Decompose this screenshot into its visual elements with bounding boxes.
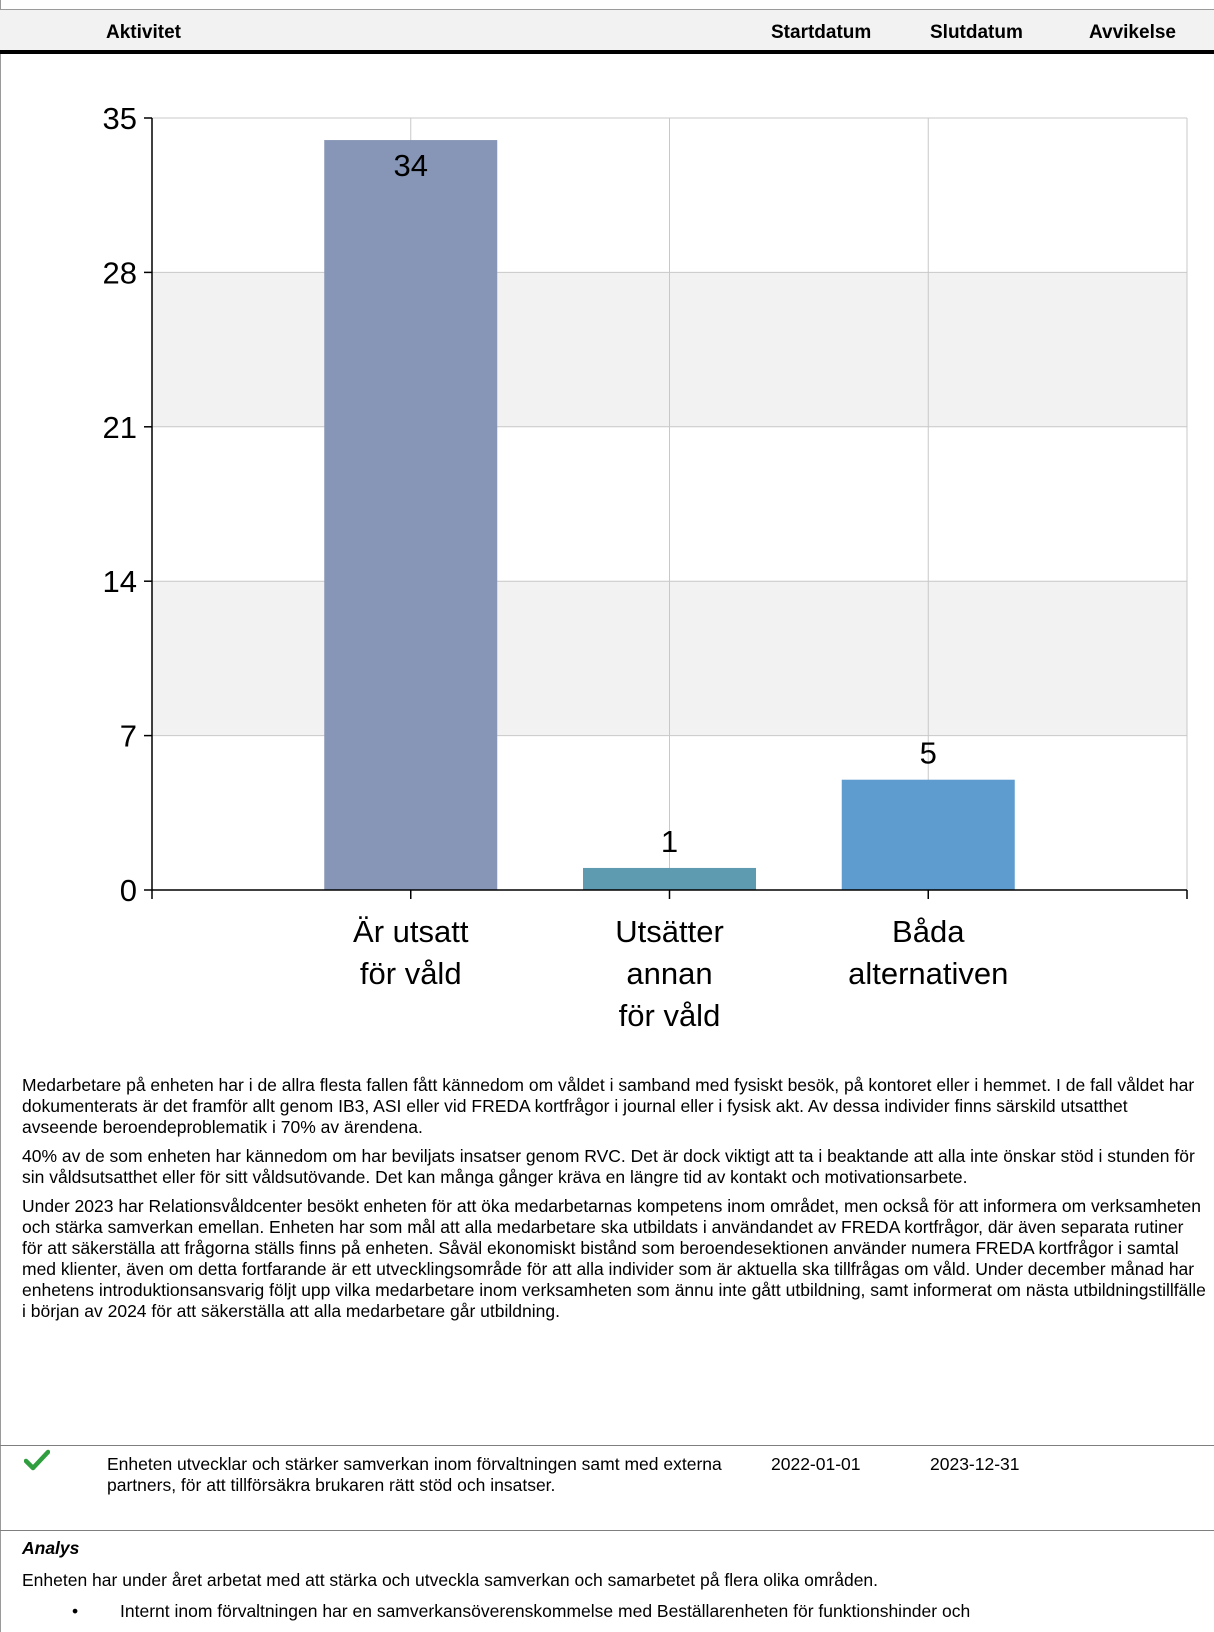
y-tick-label: 0 bbox=[120, 873, 137, 908]
activity-start-date: 2022-01-01 bbox=[771, 1454, 861, 1474]
y-tick-label: 28 bbox=[103, 255, 137, 290]
header-activity: Aktivitet bbox=[106, 22, 181, 43]
activity-description: Enheten utvecklar och stärker samverkan … bbox=[107, 1454, 722, 1495]
check-icon bbox=[24, 1449, 50, 1471]
paragraph-3: Under 2023 har Relationsvåldcenter besök… bbox=[22, 1196, 1206, 1321]
header-deviation: Avvikelse bbox=[1089, 22, 1176, 43]
header-start-date: Startdatum bbox=[771, 22, 872, 43]
table-header: Aktivitet Startdatum Slutdatum Avvikelse bbox=[0, 10, 1214, 52]
description-paragraphs: Medarbetare på enheten har i de allra fl… bbox=[22, 1075, 1207, 1330]
analysis-bullet-item: Internt inom förvaltningen har en samver… bbox=[120, 1601, 971, 1621]
bar bbox=[583, 867, 756, 890]
frame-top-border bbox=[0, 9, 1214, 10]
x-tick-label: Utsätter annan för våld bbox=[615, 914, 724, 1033]
analysis-text: Enheten har under året arbetat med att s… bbox=[22, 1570, 879, 1590]
activity-end-date: 2023-12-31 bbox=[930, 1454, 1020, 1474]
paragraph-2: 40% av de som enheten har kännedom om ha… bbox=[22, 1146, 1195, 1187]
y-tick-label: 7 bbox=[120, 719, 137, 754]
x-tick-label: Båda alternativen bbox=[848, 914, 1008, 991]
bar-chart: 0 7 14 21 28 35 Är utsatt för våld Utsätter annan… bbox=[103, 101, 1188, 1033]
y-tick-label: 14 bbox=[103, 564, 137, 599]
bullet-marker: • bbox=[72, 1601, 79, 1621]
data-label: 1 bbox=[661, 824, 678, 859]
data-label: 5 bbox=[920, 736, 937, 771]
frame-left-border bbox=[0, 0, 1, 1632]
header-divider bbox=[0, 50, 1214, 54]
y-tick-label: 35 bbox=[103, 101, 137, 136]
bar bbox=[841, 779, 1015, 890]
bar bbox=[324, 140, 498, 891]
analysis-heading: Analys bbox=[22, 1538, 80, 1558]
y-tick-label: 21 bbox=[103, 410, 137, 445]
row-divider-top bbox=[0, 1445, 1214, 1446]
x-tick-label: Är utsatt för våld bbox=[353, 914, 469, 991]
row-divider-bottom bbox=[0, 1530, 1214, 1531]
paragraph-1: Medarbetare på enheten har i de allra fl… bbox=[22, 1075, 1195, 1137]
data-label: 34 bbox=[394, 148, 428, 183]
header-end-date: Slutdatum bbox=[930, 22, 1023, 43]
